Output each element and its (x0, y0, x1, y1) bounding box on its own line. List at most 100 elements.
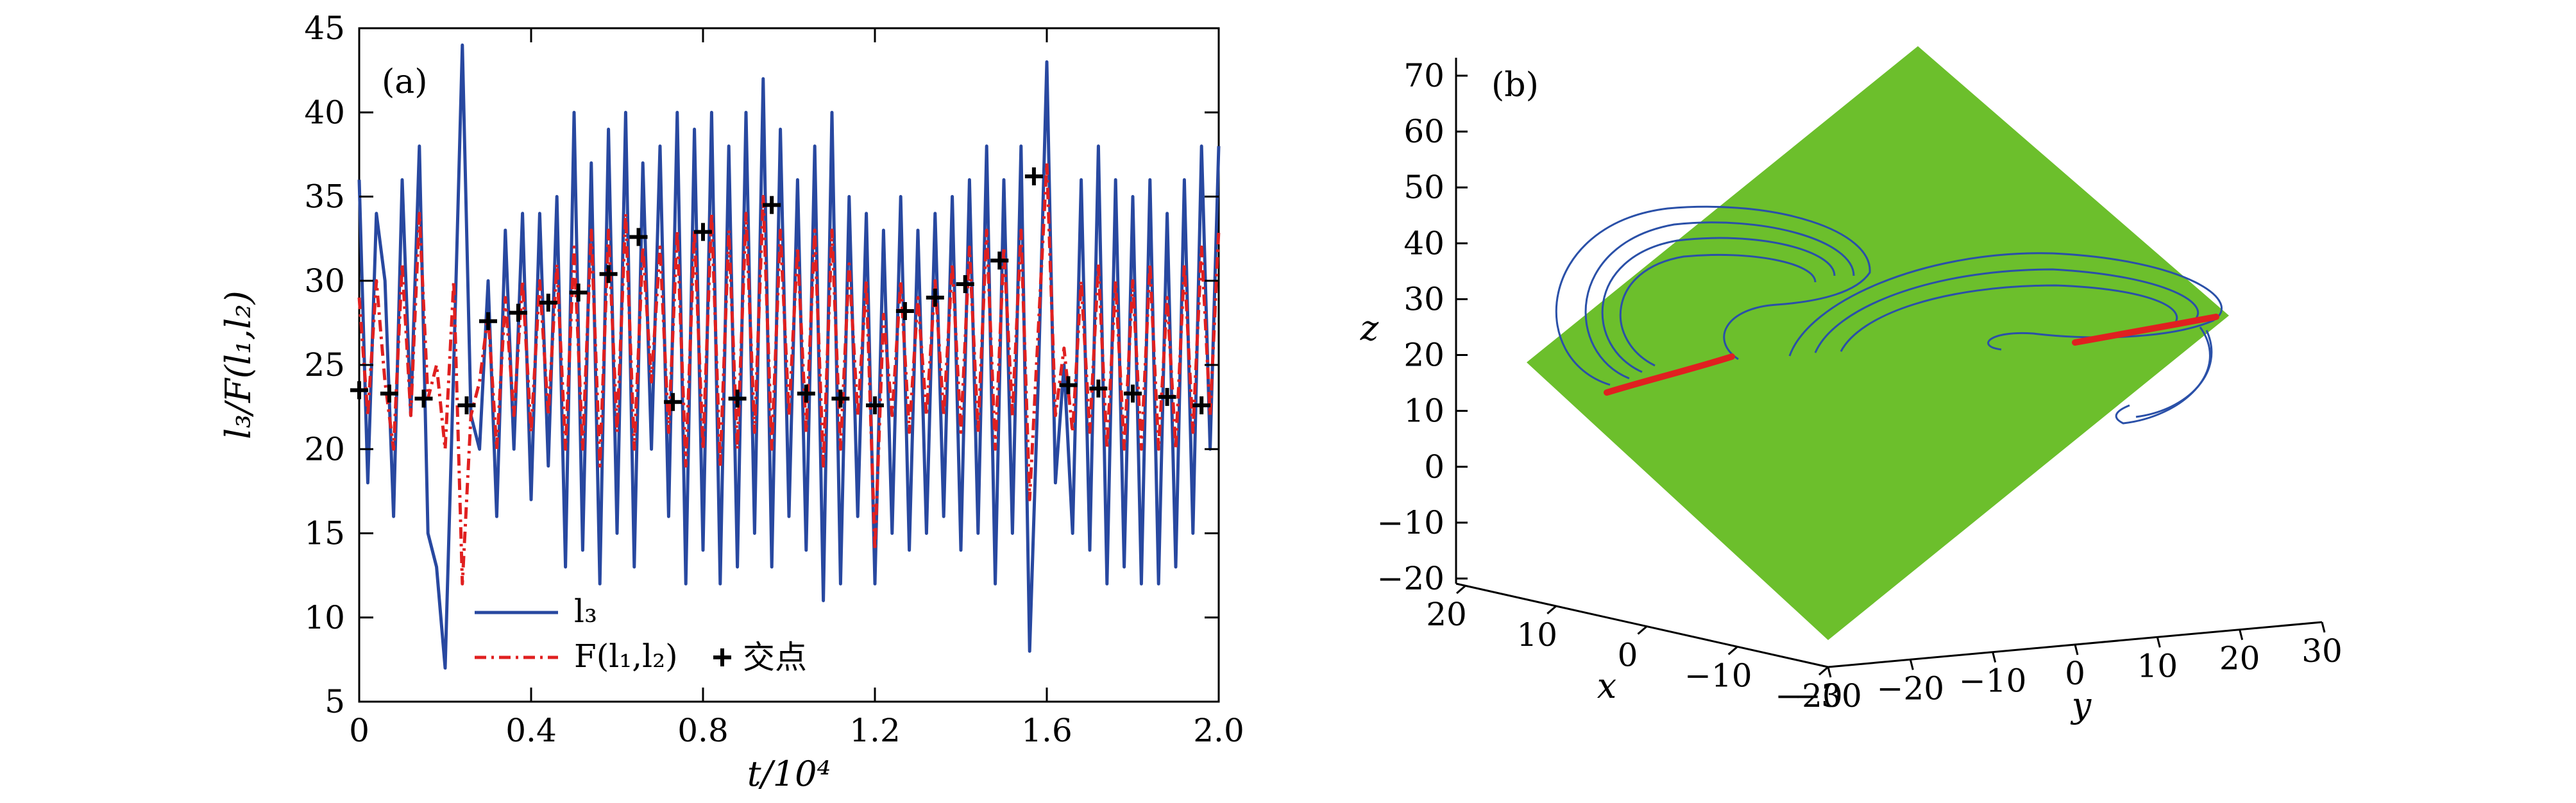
panel-label-a: (a) (382, 63, 428, 101)
legend-label-f: F(l₁,l₂) (574, 638, 678, 675)
legend-marker-intersection (713, 648, 731, 666)
y-tick-label: 45 (304, 10, 345, 47)
intersection-marker (1192, 396, 1211, 414)
section-curve-left (1604, 353, 1735, 396)
x-tick-label: 0 (1618, 637, 1638, 674)
intersection-marker (956, 275, 974, 293)
y-tick-label: 35 (304, 178, 345, 216)
y-tick-mark (2321, 621, 2326, 633)
attractor-wing-right-lower (2115, 326, 2211, 425)
intersection-marker (895, 302, 914, 320)
x-tick-label: 0.4 (505, 712, 557, 749)
series-group-a (350, 43, 1221, 670)
z-tick-label: 40 (1403, 224, 1445, 262)
z-ticks-group: −20 −10 0 10 20 30 40 50 60 70 (1377, 57, 1468, 597)
y-tick-label: 40 (304, 94, 345, 131)
panel-a: 0 0.4 0.8 1.2 1.6 2.0 5 10 15 20 25 30 35 40 45 (a) t/… (218, 10, 1244, 794)
section-curve-right (2072, 314, 2219, 346)
panel-label-b: (b) (1491, 66, 1539, 105)
intersection-marker (509, 303, 527, 322)
intersection-marker (694, 223, 712, 241)
intersection-marker (1089, 379, 1108, 398)
y-tick-mark (2239, 629, 2244, 641)
intersection-marker (539, 293, 557, 312)
series-line-f (357, 161, 1221, 586)
intersection-marker (479, 312, 497, 330)
series-line-l3 (357, 43, 1221, 670)
poincare-plane (1527, 46, 2229, 640)
ticks-group-a: 0 0.4 0.8 1.2 1.6 2.0 5 10 15 20 25 30 35 40 45 (304, 10, 1244, 749)
y-tick-label: 25 (304, 346, 345, 384)
attractor-wing-left (1555, 205, 1871, 386)
intersection-marker (1059, 376, 1078, 394)
attractor-wing-right-inner (1814, 268, 2199, 353)
attractor-wing-left-inner3 (1619, 253, 1817, 367)
legend-a: l₃ F(l₁,l₂) 交点 (475, 593, 807, 676)
x-axis-label: x (1597, 666, 1616, 706)
x-tick-mark (1727, 646, 1738, 655)
intersection-marker (990, 251, 1009, 270)
y-tick-label: 20 (304, 430, 345, 468)
y-tick-mark (2074, 644, 2079, 655)
intersection-marker (350, 381, 368, 400)
z-tick-label: 60 (1403, 113, 1445, 150)
x-tick-label: −20 (1775, 677, 1843, 714)
intersection-marker (380, 384, 398, 403)
z-tick-label: −20 (1377, 560, 1445, 597)
y-tick-label: 30 (304, 262, 345, 300)
x-tick-mark (1818, 666, 1829, 676)
intersection-marker (1158, 387, 1176, 406)
intersection-marker (831, 389, 850, 408)
x-tick-label: 2.0 (1193, 712, 1244, 749)
z-tick-label: 50 (1403, 169, 1445, 206)
intersection-marker (569, 283, 588, 302)
attractor-wing-left-inner2 (1601, 237, 1836, 373)
plot-frame-a (358, 27, 1220, 703)
x-tick-label: −10 (1684, 657, 1752, 694)
y-tick-label: 20 (2219, 640, 2260, 677)
x-tick-label: 1.6 (1021, 712, 1072, 749)
intersection-marker (629, 228, 648, 246)
intersection-marker (599, 265, 618, 283)
intersection-marker (763, 196, 781, 214)
y-tick-label: 10 (304, 599, 345, 636)
z-tick-label: 70 (1403, 57, 1445, 94)
attractor-wing-right-lower2 (2135, 330, 2213, 418)
intersection-marker (797, 384, 815, 403)
z-tick-label: 20 (1403, 337, 1445, 374)
x-tick-label: 20 (1426, 596, 1467, 633)
y-tick-mark (1992, 652, 1997, 663)
y-tick-mark (1827, 666, 1832, 678)
legend-label-l3: l₃ (574, 593, 597, 630)
x-axis-line (1455, 582, 1829, 668)
y-tick-label: 10 (2137, 647, 2178, 684)
intersection-marker (457, 396, 476, 414)
y-tick-mark (1909, 659, 1914, 670)
y-axis-label-a: l₃/F(l₁,l₂) (218, 291, 258, 439)
attractor (1555, 205, 2223, 425)
y-tick-label: −30 (1794, 677, 1862, 714)
intersection-marker (866, 396, 884, 414)
y-tick-label: 0 (2065, 655, 2085, 692)
y-tick-label: −10 (1959, 663, 2027, 700)
intersection-marker (926, 289, 944, 307)
x-tick-label: 10 (1516, 616, 1557, 654)
attractor-wing-right-inner2 (1840, 284, 2178, 352)
x-tick-label: 0 (349, 712, 369, 749)
intersection-marker (1024, 167, 1043, 185)
x-tick-mark (1637, 625, 1648, 635)
y-tick-label: 15 (304, 515, 345, 552)
intersection-marker (664, 393, 682, 411)
z-axis-label: z (1360, 308, 1379, 348)
y-tick-label: −20 (1877, 670, 1945, 707)
y-ticks-group: −30 −20 −10 0 10 20 30 (1794, 621, 2343, 714)
poincare-section (1604, 314, 2219, 396)
attractor-wing-right (1788, 252, 2223, 357)
attractor-wing-left-inner (1584, 221, 1855, 380)
x-tick-mark (1546, 605, 1557, 614)
x-tick-mark (1456, 584, 1466, 595)
z-tick-label: 0 (1424, 448, 1445, 486)
y-axis-label: y (2071, 685, 2092, 725)
